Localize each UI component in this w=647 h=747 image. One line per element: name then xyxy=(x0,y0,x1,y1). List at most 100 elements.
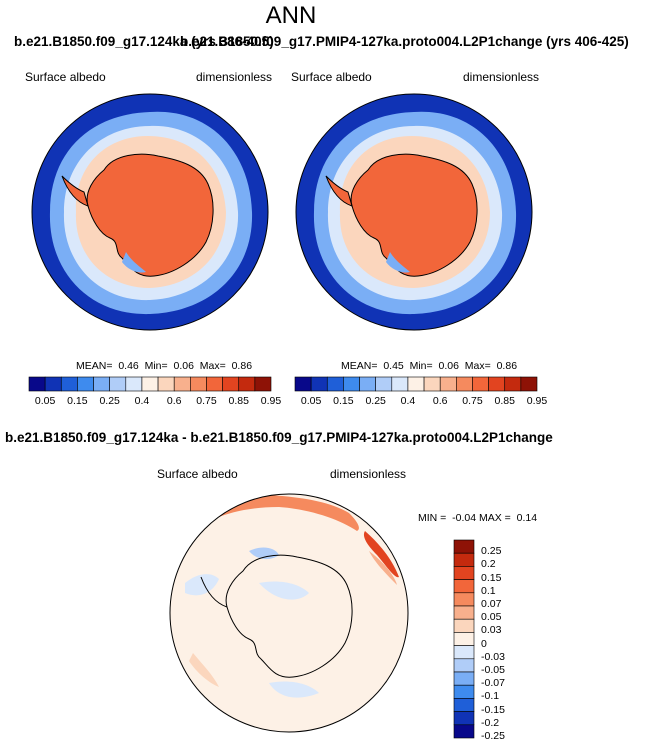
colorbar-swatch xyxy=(453,579,475,594)
colorbar-swatch xyxy=(453,698,475,712)
colorbar-swatch xyxy=(453,605,475,620)
colorbar-swatch xyxy=(93,376,110,392)
difference-colorbar-labels: 0.25 0.2 0.15 0.1 0.07 0.05 0.03 0 -0.03 -0.05 -0.… xyxy=(481,540,541,742)
positive-patch-southwest xyxy=(189,653,219,687)
colorbar-tick-label: 0.1 xyxy=(481,584,496,597)
colorbar-tick-label: 0.03 xyxy=(481,624,502,637)
colorbar-tick-label: 0.85 xyxy=(494,395,515,407)
colorbar-swatch xyxy=(173,376,191,392)
positive-band-north xyxy=(219,495,359,531)
colorbar-swatch xyxy=(44,376,62,392)
colorbar-swatch xyxy=(294,376,312,392)
colorbar-tick-label: 0.6 xyxy=(166,395,182,407)
antarctic-peninsula xyxy=(61,175,89,207)
colorbar-swatch xyxy=(206,376,223,392)
negative-patch-west xyxy=(185,574,219,596)
antarctica-outline xyxy=(225,554,353,678)
colorbar-tick-label: -0.05 xyxy=(481,664,505,677)
left-stats: MEAN= 0.46 Min= 0.06 Max= 0.86 xyxy=(76,360,253,372)
colorbar-tick-label: -0.03 xyxy=(481,650,505,663)
positive-patch-east xyxy=(369,551,397,585)
difference-title: b.e21.B1850.f09_g17.124ka - b.e21.B1850.… xyxy=(5,430,553,445)
colorbar-swatch xyxy=(60,376,78,392)
left-polar-map xyxy=(31,93,269,331)
colorbar-swatch xyxy=(488,376,506,392)
right-units-label: dimensionless xyxy=(463,70,540,84)
difference-colorbar xyxy=(453,539,475,739)
colorbar-tick-label: 0.95 xyxy=(526,395,548,407)
colorbar-swatch xyxy=(453,632,475,646)
colorbar-tick-label: 0.4 xyxy=(400,395,416,407)
colorbar-swatch xyxy=(456,376,473,392)
colorbar-swatch xyxy=(453,566,475,580)
colorbar-tick-label: -0.1 xyxy=(481,690,500,703)
colorbar-tick-label: 0.75 xyxy=(196,395,217,407)
colorbar-swatch xyxy=(77,376,94,392)
left-units-label: dimensionless xyxy=(196,70,273,84)
positive-band-northeast xyxy=(363,531,399,578)
colorbar-tick-label: 0.05 xyxy=(300,395,322,407)
colorbar-swatch xyxy=(222,376,240,392)
antarctica-ice xyxy=(350,153,478,277)
colorbar-swatch xyxy=(453,552,475,567)
colorbar-swatch xyxy=(453,684,475,699)
colorbar-swatch xyxy=(453,645,475,660)
figure-title: ANN xyxy=(265,2,317,29)
colorbar-tick-label: 0.25 xyxy=(365,395,386,407)
right-stats: MEAN= 0.45 Min= 0.06 Max= 0.86 xyxy=(341,360,518,372)
colorbar-swatch xyxy=(453,658,475,673)
antarctic-peninsula xyxy=(325,175,353,207)
colorbar-swatch xyxy=(520,376,538,392)
colorbar-swatch xyxy=(190,376,207,392)
colorbar-tick-label: -0.2 xyxy=(481,716,500,729)
colorbar-swatch xyxy=(423,376,441,392)
right-variable-label: Surface albedo xyxy=(291,70,372,84)
colorbar-swatch xyxy=(109,376,127,392)
colorbar-tick-label: -0.25 xyxy=(481,730,505,743)
colorbar-swatch xyxy=(359,376,376,392)
colorbar-swatch xyxy=(28,376,46,392)
right-polar-map xyxy=(295,93,533,331)
ross-ice-shelf xyxy=(386,252,410,273)
colorbar-tick-label: 0.6 xyxy=(432,395,448,407)
right-colorbar xyxy=(294,376,538,392)
colorbar-tick-label: 0.07 xyxy=(481,598,502,611)
right-colorbar-labels: 0.05 0.15 0.25 0.4 0.6 0.75 0.85 0.95 xyxy=(295,395,547,409)
left-case-title: b.e21.B1850.f09_g17.124ka (yrs 386-405) xyxy=(14,34,274,49)
colorbar-swatch xyxy=(238,376,256,392)
left-variable-label: Surface albedo xyxy=(25,70,106,84)
colorbar-swatch xyxy=(453,724,475,739)
colorbar-swatch xyxy=(439,376,457,392)
colorbar-swatch xyxy=(504,376,522,392)
colorbar-tick-label: 0.05 xyxy=(34,395,56,407)
colorbar-swatch xyxy=(453,618,475,633)
diff-stats: MIN = -0.04 MAX = 0.14 xyxy=(418,512,538,524)
colorbar-tick-label: 0.15 xyxy=(67,395,88,407)
colorbar-swatch xyxy=(254,376,272,392)
diff-variable-label: Surface albedo xyxy=(157,467,238,481)
colorbar-swatch xyxy=(326,376,344,392)
colorbar-tick-label: 0.05 xyxy=(481,611,502,624)
colorbar-swatch xyxy=(472,376,489,392)
left-colorbar xyxy=(28,376,272,392)
colorbar-tick-label: 0.2 xyxy=(481,558,496,571)
colorbar-swatch xyxy=(453,539,475,554)
colorbar-tick-label: 0.25 xyxy=(99,395,120,407)
colorbar-tick-label: 0.85 xyxy=(228,395,249,407)
negative-patch-inner xyxy=(259,581,309,600)
left-colorbar-labels: 0.05 0.15 0.25 0.4 0.6 0.75 0.85 0.95 xyxy=(29,395,281,409)
colorbar-swatch xyxy=(391,376,409,392)
right-case-title: b.e21.B1850.f09_g17.PMIP4-127ka.proto004… xyxy=(180,34,629,49)
colorbar-tick-label: 0.75 xyxy=(462,395,483,407)
colorbar-swatch xyxy=(407,376,425,392)
colorbar-tick-label: 0.4 xyxy=(134,395,150,407)
colorbar-swatch xyxy=(453,592,475,607)
colorbar-swatch xyxy=(375,376,393,392)
colorbar-tick-label: -0.07 xyxy=(481,677,505,690)
colorbar-tick-label: 0 xyxy=(481,637,487,650)
colorbar-tick-label: 0.15 xyxy=(333,395,354,407)
colorbar-swatch xyxy=(343,376,360,392)
antarctica-ice xyxy=(86,153,214,277)
colorbar-swatch xyxy=(310,376,328,392)
colorbar-tick-label: 0.95 xyxy=(260,395,282,407)
